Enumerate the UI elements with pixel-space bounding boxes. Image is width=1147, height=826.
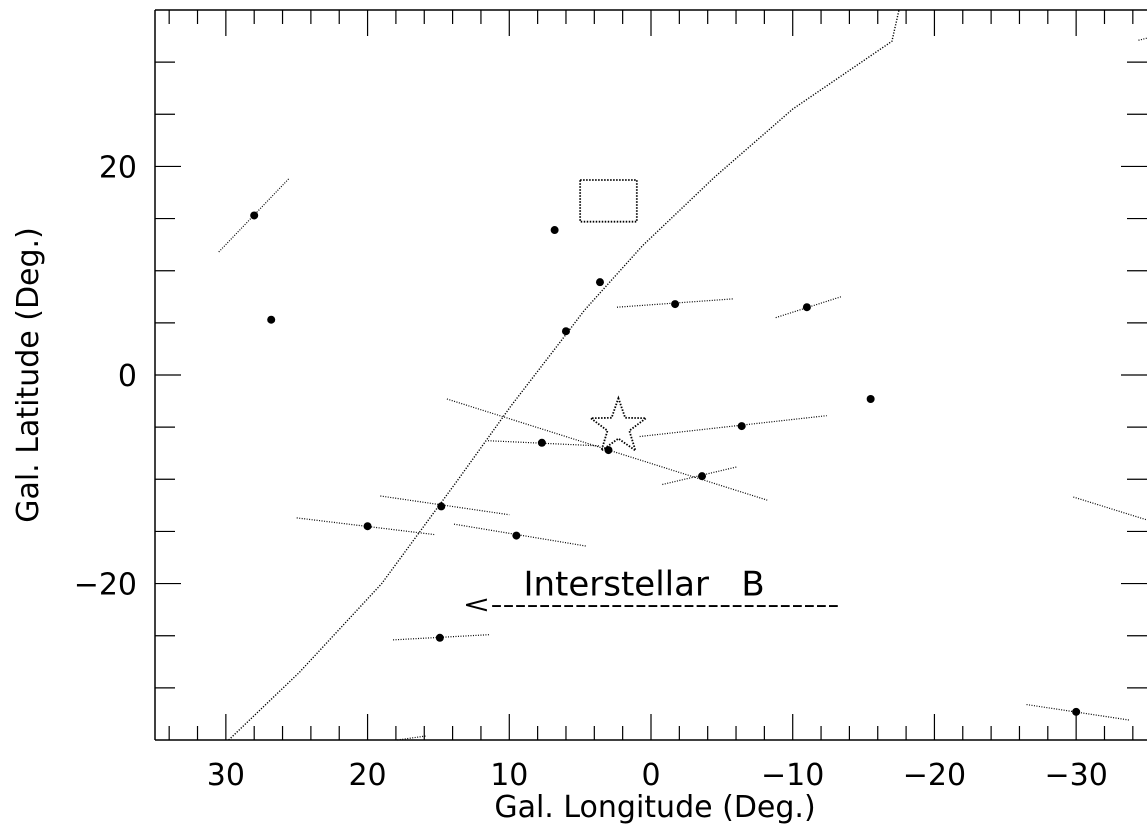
direction-segment	[488, 440, 601, 447]
data-point	[437, 502, 446, 511]
data-point	[737, 422, 746, 431]
data-point	[363, 522, 372, 531]
x-tick-label: −10	[761, 758, 824, 793]
data-point	[595, 278, 604, 287]
data-point	[550, 226, 559, 235]
x-tick-label: −20	[903, 758, 966, 793]
direction-segment	[1073, 496, 1147, 521]
x-axis-label: Gal. Longitude (Deg.)	[494, 790, 815, 825]
x-tick-label: 20	[348, 758, 386, 793]
x-tick-label: 10	[490, 758, 528, 793]
square-marker	[579, 179, 638, 223]
direction-segment	[662, 466, 738, 486]
y-tick-label: 0	[118, 359, 137, 394]
x-tick-label: 0	[641, 758, 660, 793]
annotation-arrow: <-----------------------------	[463, 590, 840, 618]
x-tick-label: −30	[1044, 758, 1107, 793]
data-point	[537, 438, 546, 447]
data-point	[267, 315, 276, 324]
data-point	[698, 472, 707, 481]
data-point	[512, 531, 521, 540]
direction-segment	[397, 735, 428, 741]
star-marker	[588, 395, 649, 453]
direction-segment	[296, 517, 435, 536]
data-point	[604, 446, 613, 455]
annotation-label: Interstellar B	[523, 565, 764, 605]
direction-segment	[1138, 37, 1147, 41]
direction-segment	[218, 177, 291, 253]
data-point	[435, 633, 444, 642]
data-point	[1072, 707, 1081, 716]
data-point	[866, 394, 875, 403]
y-axis-label: Gal. Latitude (Deg.)	[11, 227, 46, 523]
y-tick-label: −20	[74, 568, 137, 603]
data-point	[250, 211, 259, 220]
curve-line	[228, 9, 900, 741]
y-tick-label: 20	[99, 150, 137, 185]
data-point	[671, 300, 680, 309]
x-tick-label: 30	[207, 758, 245, 793]
data-point	[802, 303, 811, 312]
direction-segment	[639, 415, 827, 438]
data-point	[561, 327, 570, 336]
